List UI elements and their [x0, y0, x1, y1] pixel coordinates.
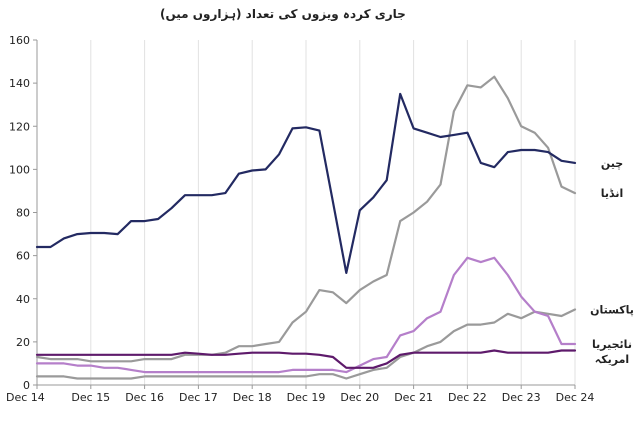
series-line-4	[35, 349, 577, 369]
series-labels: چین انڈیا پاکستان نائجیریا امریکہ	[590, 157, 634, 366]
gridlines	[36, 40, 576, 385]
y-tick-label: 120	[9, 120, 30, 133]
series-lines	[35, 75, 577, 380]
y-axis-ticks: 0 20 40 60 80 100 120 140 160	[9, 34, 37, 392]
series-label-0: چین	[601, 157, 623, 170]
x-tick-label: Dec 23	[502, 391, 541, 404]
series-label-2: پاکستان	[590, 304, 634, 317]
series-label-4: امریکہ	[595, 353, 629, 366]
y-tick-label: 20	[16, 336, 30, 349]
y-tick-label: 160	[9, 34, 30, 47]
x-tick-label: Dec 24	[556, 391, 595, 404]
x-tick-label: Dec 17	[179, 391, 218, 404]
x-tick-label: Dec 16	[125, 391, 164, 404]
x-axis-ticks: Dec 14 Dec 15 Dec 16 Dec 17 Dec 18 Dec 19 Dec …	[6, 385, 594, 404]
series-label-1: انڈیا	[601, 187, 624, 200]
x-tick-label: Dec 19	[287, 391, 326, 404]
y-tick-label: 100	[9, 163, 30, 176]
y-tick-label: 80	[16, 207, 30, 220]
series-line-2	[35, 308, 577, 380]
series-line-1	[35, 75, 577, 363]
series-line-0	[35, 92, 577, 274]
x-tick-label: Dec 14	[6, 391, 45, 404]
y-tick-label: 0	[23, 379, 30, 392]
x-tick-label: Dec 15	[71, 391, 110, 404]
y-tick-label: 60	[16, 250, 30, 263]
series-label-3: نائجیریا	[592, 338, 632, 351]
y-tick-label: 140	[9, 77, 30, 90]
x-tick-label: Dec 18	[233, 391, 272, 404]
y-tick-label: 40	[16, 293, 30, 306]
x-tick-label: Dec 22	[448, 391, 487, 404]
x-tick-label: Dec 20	[340, 391, 379, 404]
chart-title: جاری کردہ ویزوں کی تعداد (ہزاروں میں)	[160, 7, 406, 22]
x-tick-label: Dec 21	[394, 391, 433, 404]
series-line-3	[35, 256, 577, 374]
